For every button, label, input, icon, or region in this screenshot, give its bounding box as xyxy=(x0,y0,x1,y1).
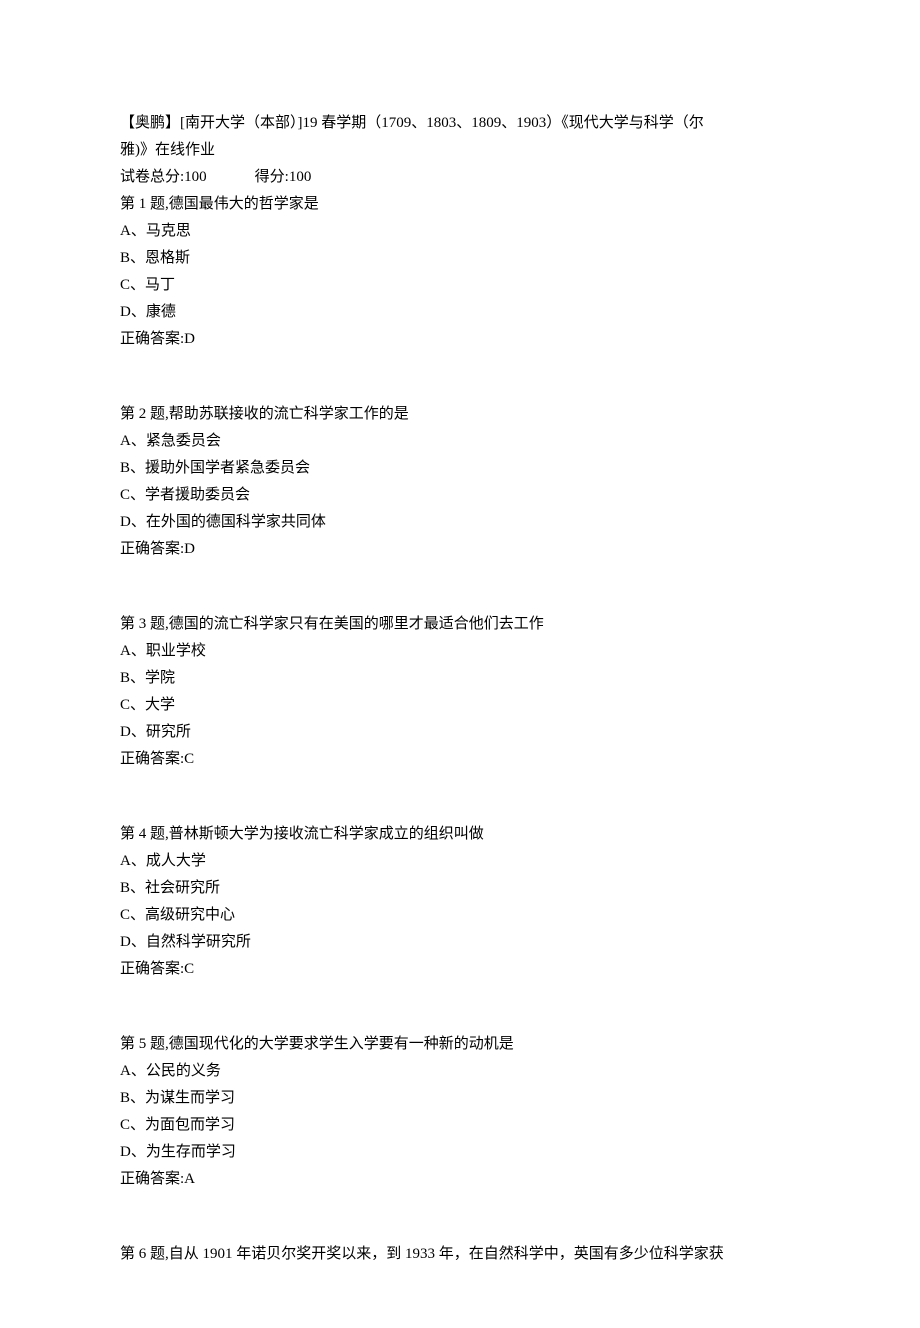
question-prompt: 第 4 题,普林斯顿大学为接收流亡科学家成立的组织叫做 xyxy=(120,821,800,848)
correct-answer: 正确答案:A xyxy=(120,1166,800,1193)
option-b: B、社会研究所 xyxy=(120,875,800,902)
option-d: D、为生存而学习 xyxy=(120,1139,800,1166)
option-a: A、公民的义务 xyxy=(120,1058,800,1085)
option-a: A、紧急委员会 xyxy=(120,428,800,455)
total-score-label: 试卷总分:100 xyxy=(120,169,207,185)
option-b: B、为谋生而学习 xyxy=(120,1085,800,1112)
correct-answer: 正确答案:C xyxy=(120,956,800,983)
score-line: 试卷总分:100 得分:100 xyxy=(120,164,800,191)
question-prompt: 第 3 题,德国的流亡科学家只有在美国的哪里才最适合他们去工作 xyxy=(120,611,800,638)
option-c: C、大学 xyxy=(120,692,800,719)
question-prompt: 第 1 题,德国最伟大的哲学家是 xyxy=(120,191,800,218)
correct-answer: 正确答案:D xyxy=(120,326,800,353)
correct-answer: 正确答案:C xyxy=(120,746,800,773)
option-a: A、成人大学 xyxy=(120,848,800,875)
question-3: 第 3 题,德国的流亡科学家只有在美国的哪里才最适合他们去工作 A、职业学校 B… xyxy=(120,611,800,773)
option-c: C、高级研究中心 xyxy=(120,902,800,929)
option-d: D、研究所 xyxy=(120,719,800,746)
option-d: D、自然科学研究所 xyxy=(120,929,800,956)
question-1: 第 1 题,德国最伟大的哲学家是 A、马克思 B、恩格斯 C、马丁 D、康德 正… xyxy=(120,191,800,353)
correct-answer: 正确答案:D xyxy=(120,536,800,563)
option-b: B、学院 xyxy=(120,665,800,692)
option-c: C、马丁 xyxy=(120,272,800,299)
question-prompt: 第 5 题,德国现代化的大学要求学生入学要有一种新的动机是 xyxy=(120,1031,800,1058)
question-4: 第 4 题,普林斯顿大学为接收流亡科学家成立的组织叫做 A、成人大学 B、社会研… xyxy=(120,821,800,983)
question-2: 第 2 题,帮助苏联接收的流亡科学家工作的是 A、紧急委员会 B、援助外国学者紧… xyxy=(120,401,800,563)
option-c: C、学者援助委员会 xyxy=(120,482,800,509)
question-prompt: 第 2 题,帮助苏联接收的流亡科学家工作的是 xyxy=(120,401,800,428)
question-prompt: 第 6 题,自从 1901 年诺贝尔奖开奖以来，到 1933 年，在自然科学中，… xyxy=(120,1241,800,1268)
option-a: A、职业学校 xyxy=(120,638,800,665)
course-title-line2: 雅)》在线作业 xyxy=(120,137,800,164)
course-title-line1: 【奥鹏】[南开大学（本部）]19 春学期（1709、1803、1809、1903… xyxy=(120,110,800,137)
question-6: 第 6 题,自从 1901 年诺贝尔奖开奖以来，到 1933 年，在自然科学中，… xyxy=(120,1241,800,1268)
option-d: D、在外国的德国科学家共同体 xyxy=(120,509,800,536)
option-a: A、马克思 xyxy=(120,218,800,245)
option-c: C、为面包而学习 xyxy=(120,1112,800,1139)
obtained-score-label: 得分:100 xyxy=(255,169,312,185)
option-b: B、恩格斯 xyxy=(120,245,800,272)
option-b: B、援助外国学者紧急委员会 xyxy=(120,455,800,482)
option-d: D、康德 xyxy=(120,299,800,326)
question-5: 第 5 题,德国现代化的大学要求学生入学要有一种新的动机是 A、公民的义务 B、… xyxy=(120,1031,800,1193)
